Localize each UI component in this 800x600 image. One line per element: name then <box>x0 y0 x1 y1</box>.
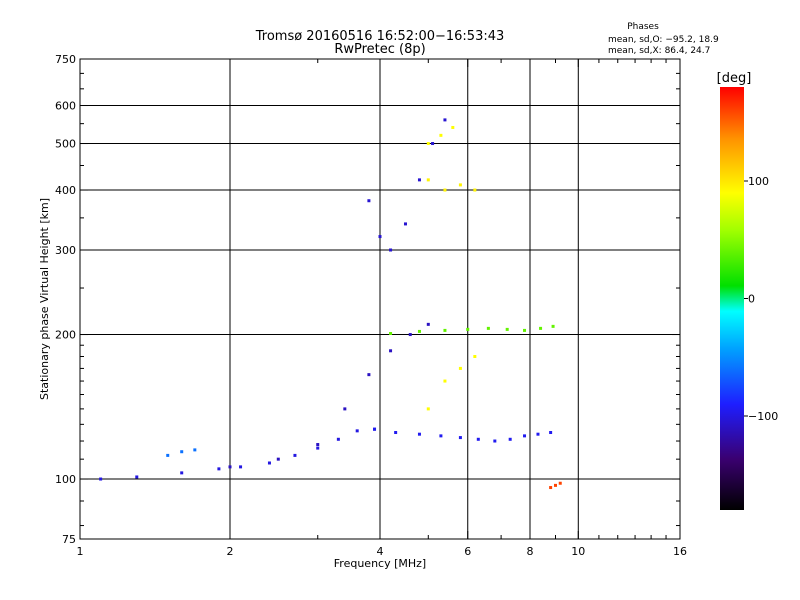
data-point <box>426 407 430 411</box>
y-tick-label: 300 <box>55 244 76 257</box>
data-point <box>523 328 527 332</box>
data-point <box>473 355 477 358</box>
colorbar-tick-label: 100 <box>748 175 769 188</box>
data-point <box>417 432 421 436</box>
data-point <box>476 437 480 441</box>
data-point <box>493 439 497 443</box>
phases-header: Phases <box>627 22 659 32</box>
x-tick-label: 4 <box>377 545 384 558</box>
data-point <box>505 327 509 331</box>
data-point <box>536 432 540 436</box>
chart-subtitle: RwPretec (8p) <box>334 42 425 57</box>
data-point <box>551 324 555 328</box>
colorbar <box>720 87 744 510</box>
data-point <box>426 322 430 326</box>
data-point <box>549 486 553 490</box>
data-point <box>486 326 490 330</box>
y-tick-label: 200 <box>55 329 76 342</box>
data-point <box>451 125 455 129</box>
data-point <box>389 332 393 335</box>
data-point <box>367 373 371 377</box>
x-tick-label: 1 <box>77 545 84 558</box>
data-point <box>458 183 462 187</box>
data-point <box>217 467 221 471</box>
x-tick-label: 16 <box>673 545 687 558</box>
data-point <box>293 453 297 457</box>
y-tick-label: 400 <box>55 184 76 197</box>
data-point <box>417 329 421 333</box>
data-point <box>180 471 184 475</box>
data-point <box>276 457 280 461</box>
chart-title: Tromsø 20160516 16:52:00−16:53:43 <box>255 29 505 44</box>
data-point <box>458 436 462 440</box>
data-point <box>394 431 398 435</box>
colorbar-label: [deg] <box>717 71 752 86</box>
data-point <box>336 437 340 441</box>
y-axis-label: Stationary phase Virtual Height [km] <box>38 198 51 400</box>
data-point <box>99 477 103 481</box>
phases-x-stats: mean, sd,X: 86.4, 24.7 <box>608 46 710 56</box>
data-point <box>316 443 320 447</box>
data-point <box>239 465 243 469</box>
data-point <box>166 453 170 457</box>
data-point <box>549 431 553 435</box>
data-point <box>373 427 377 431</box>
data-point <box>523 434 527 438</box>
colorbar-tick-label: 0 <box>748 293 755 306</box>
data-points <box>99 118 562 490</box>
y-tick-label: 750 <box>55 53 76 66</box>
data-point <box>443 188 447 192</box>
data-point <box>443 118 447 122</box>
data-point <box>389 349 393 353</box>
x-tick-label: 6 <box>464 545 471 558</box>
data-point <box>443 379 447 383</box>
data-point <box>355 429 359 433</box>
x-tick-label: 8 <box>527 545 534 558</box>
y-tick-label: 500 <box>55 138 76 151</box>
data-point <box>553 483 557 487</box>
data-point <box>267 461 271 465</box>
data-point <box>466 327 470 331</box>
data-point <box>228 465 232 469</box>
y-tick-label: 600 <box>55 100 76 113</box>
data-point <box>193 448 197 452</box>
data-point <box>431 142 435 146</box>
data-point <box>389 248 393 252</box>
data-point <box>403 222 407 226</box>
data-point <box>539 326 543 330</box>
phases-o-stats: mean, sd,O: −95.2, 18.9 <box>608 35 719 45</box>
data-point <box>458 366 462 370</box>
data-point <box>343 407 347 411</box>
data-point <box>439 434 443 438</box>
data-point <box>135 475 139 479</box>
data-point <box>367 199 371 203</box>
data-point <box>378 235 382 239</box>
x-tick-label: 2 <box>227 545 234 558</box>
data-point <box>426 142 430 146</box>
axis-ticks: 1 2 4 6 8 10 16 75 100 200 300 400 500 600 750 <box>55 53 687 558</box>
data-point <box>417 178 421 182</box>
y-tick-label: 75 <box>62 533 76 546</box>
y-tick-label: 100 <box>55 473 76 486</box>
colorbar-axis: 100 0 −100 <box>744 175 778 423</box>
data-point <box>439 133 443 137</box>
data-point <box>558 481 562 485</box>
data-point <box>508 437 512 441</box>
data-point <box>316 446 320 450</box>
data-point <box>473 188 477 192</box>
data-point <box>426 178 430 182</box>
data-point <box>443 328 447 332</box>
data-point <box>408 333 412 337</box>
grid-lines <box>80 59 680 539</box>
x-tick-label: 10 <box>571 545 585 558</box>
data-point <box>180 450 184 454</box>
x-axis-label: Frequency [MHz] <box>334 557 426 570</box>
colorbar-tick-label: −100 <box>748 410 778 423</box>
